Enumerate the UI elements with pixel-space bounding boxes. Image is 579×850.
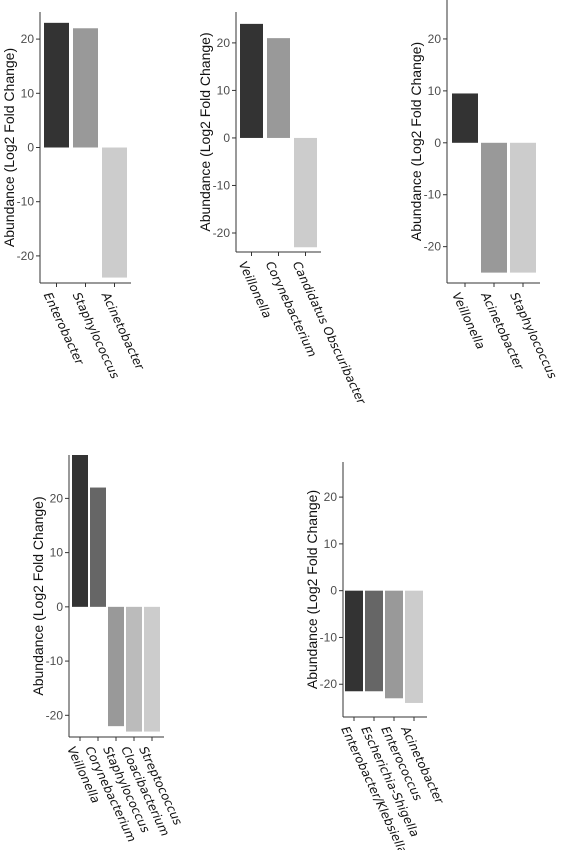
y-tick-label: -20 [213, 226, 231, 240]
y-axis-title: Abundance (Log2 Fold Change) [1, 48, 17, 247]
y-tick-label: -10 [424, 188, 442, 202]
bar [102, 147, 127, 278]
bar [385, 590, 403, 699]
y-tick-label: -10 [213, 178, 231, 192]
chart-panel-2: -20-1001020VeillonellaCorynebacteriumCan… [197, 12, 369, 407]
bar [44, 22, 69, 148]
y-tick-label: -10 [17, 195, 35, 209]
y-tick-label: 10 [428, 84, 442, 98]
bar [72, 455, 88, 607]
y-tick-label: 10 [50, 546, 64, 560]
y-tick-label: 10 [324, 537, 338, 551]
bar [73, 28, 98, 148]
y-axis-title: Abundance (Log2 Fold Change) [197, 32, 213, 231]
y-tick-label: 0 [27, 141, 34, 155]
y-tick-label: -20 [46, 708, 64, 722]
y-tick-label: 0 [434, 136, 441, 150]
chart-panel-5: -20-1001020Enterobacter/KlebsiellaEscher… [304, 462, 447, 850]
bar [294, 137, 317, 248]
bar [405, 590, 423, 703]
bar [126, 606, 142, 732]
y-tick-label: -10 [46, 654, 64, 668]
y-tick-label: -20 [17, 249, 35, 263]
y-tick-label: 20 [50, 491, 64, 505]
y-tick-label: 10 [217, 83, 231, 97]
bar [90, 487, 106, 607]
y-tick-label: 20 [428, 32, 442, 46]
bar [452, 93, 478, 143]
bar [345, 590, 363, 692]
y-tick-label: 20 [324, 490, 338, 504]
y-tick-label: -20 [424, 240, 442, 254]
y-tick-label: 10 [21, 86, 35, 100]
chart-panel-3: -20-1001020VeillonellaAcinetobacterStaph… [408, 0, 560, 381]
bar [510, 142, 536, 273]
chart-panel-4: -20-1001020VeillonellaCorynebacteriumSta… [30, 455, 185, 844]
y-tick-label: 20 [21, 32, 35, 46]
bar [108, 606, 124, 727]
y-tick-label: -10 [320, 630, 338, 644]
y-axis-title: Abundance (Log2 Fold Change) [30, 496, 46, 695]
bar [365, 590, 383, 692]
y-tick-label: 0 [223, 131, 230, 145]
bar [267, 38, 290, 138]
y-tick-label: 20 [217, 36, 231, 50]
bar [144, 606, 160, 732]
y-axis-title: Abundance (Log2 Fold Change) [408, 42, 424, 241]
bar [481, 142, 507, 273]
y-tick-label: 0 [330, 584, 337, 598]
y-axis-title: Abundance (Log2 Fold Change) [304, 490, 320, 689]
bar [240, 23, 263, 138]
chart-panel-1: -20-1001020EnterobacterStaphylococcusAci… [1, 12, 147, 381]
y-tick-label: 0 [56, 600, 63, 614]
y-tick-label: -20 [320, 677, 338, 691]
